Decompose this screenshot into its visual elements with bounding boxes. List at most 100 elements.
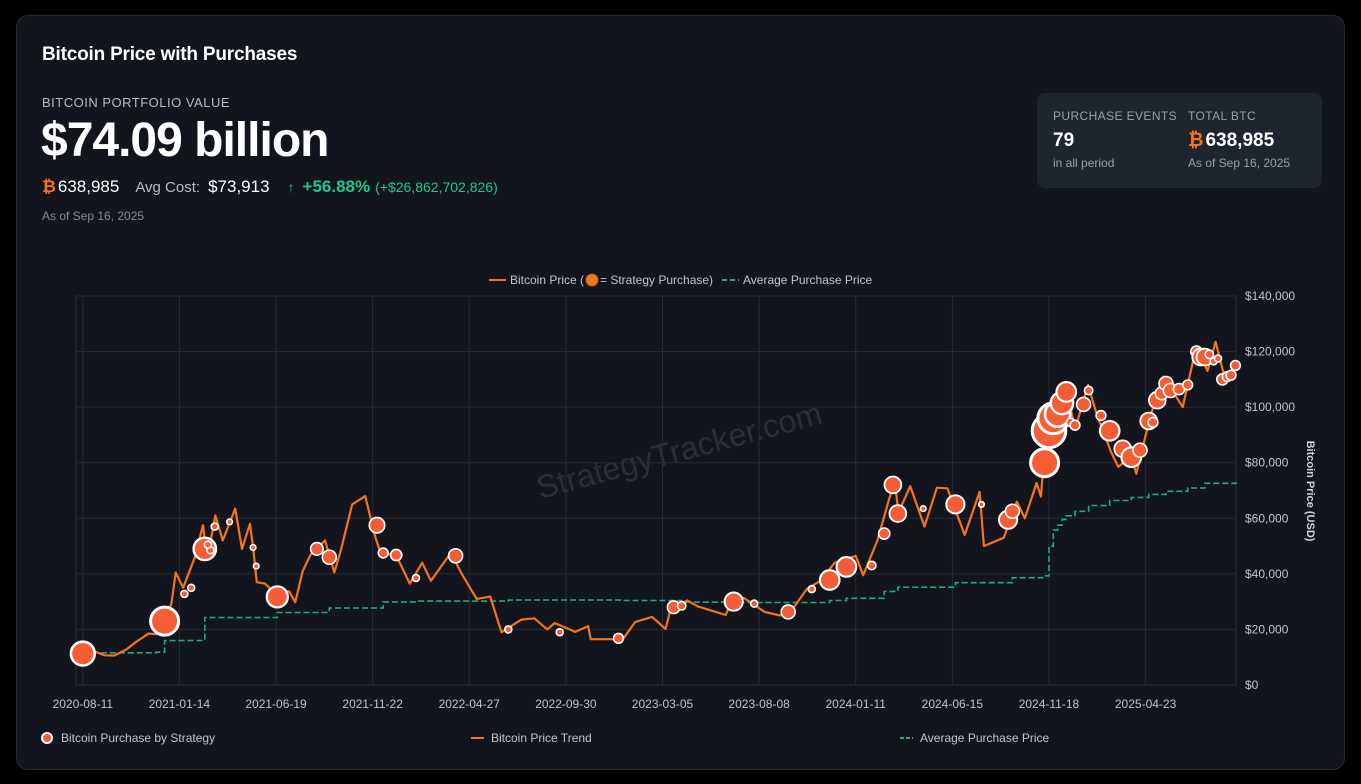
btc-holdings: 638,985 (57, 177, 120, 196)
x-tick-label: 2022-04-27 (439, 697, 501, 711)
purchase-marker[interactable] (1181, 379, 1194, 391)
legend-bottom: Bitcoin Purchase by Strategy Bitcoin Pri… (41, 731, 1050, 745)
x-tick-label: 2024-01-11 (825, 697, 886, 711)
arrow-up-icon: ↑ (287, 179, 295, 195)
purchase-marker[interactable] (723, 591, 744, 612)
purchase-marker[interactable] (883, 475, 903, 495)
portfolio-value-label: BITCOIN PORTFOLIO VALUE (42, 95, 230, 110)
purchase-marker[interactable] (749, 599, 759, 608)
legend-trend-label: Bitcoin Price Trend (491, 731, 592, 745)
x-tick-label: 2021-11-22 (342, 697, 403, 711)
purchase-marker[interactable] (180, 589, 189, 599)
stat-value: ₿ 638,985 (1188, 130, 1290, 152)
purchase-marker[interactable] (1225, 369, 1237, 381)
purchase-marker[interactable] (919, 505, 927, 513)
purchase-marker[interactable] (1098, 419, 1121, 442)
purchase-marker[interactable] (203, 540, 213, 550)
purchase-marker[interactable] (818, 569, 841, 591)
stat-value-text: 638,985 (1205, 130, 1275, 151)
purchase-marker[interactable] (1029, 447, 1061, 479)
purchase-marker[interactable] (1229, 359, 1242, 372)
x-tick-label: 2025-04-23 (1115, 697, 1177, 711)
purchase-marker[interactable] (1083, 385, 1094, 396)
purchase-marker[interactable] (977, 500, 986, 509)
purchase-marker[interactable] (1204, 349, 1215, 360)
purchase-marker[interactable] (612, 632, 625, 644)
purchase-marker[interactable] (1069, 419, 1081, 431)
purchase-marker[interactable] (411, 573, 421, 583)
purchase-marker[interactable] (1055, 381, 1078, 403)
purchase-marker[interactable] (1147, 416, 1159, 429)
stat-label: PURCHASE EVENTS (1053, 109, 1178, 123)
x-tick-label: 2024-11-18 (1019, 697, 1080, 711)
y-tick-label: $0 (1245, 678, 1259, 692)
purchase-marker[interactable] (149, 605, 181, 637)
purchase-marker[interactable] (1095, 409, 1107, 422)
avg-purchase-price-line (82, 479, 1237, 654)
purchase-marker[interactable] (1132, 442, 1148, 459)
purchase-marker[interactable] (186, 583, 196, 593)
legend-purchase-dot (585, 273, 599, 287)
purchase-marker[interactable] (835, 556, 858, 578)
plot-frame (75, 295, 1237, 686)
legend-avg-label: Average Purchase Price (743, 273, 873, 287)
y-tick-label: $120,000 (1245, 345, 1295, 359)
x-tick-label: 2023-03-05 (632, 697, 694, 711)
stat-sub: in all period (1053, 156, 1115, 170)
stat-value: 79 (1053, 130, 1075, 151)
bitcoin-icon: ₿ (1188, 130, 1204, 151)
purchase-marker[interactable] (447, 547, 464, 564)
legend-purchase-label: Bitcoin Purchase by Strategy (61, 731, 215, 745)
y-axis-title: Bitcoin Price (USD) (1304, 441, 1316, 542)
stat-label: TOTAL BTC (1188, 109, 1257, 123)
purchase-marker[interactable] (503, 625, 513, 634)
purchase-marker[interactable] (368, 516, 386, 534)
purchase-marker[interactable] (807, 584, 817, 594)
purchase-marker[interactable] (321, 549, 338, 566)
purchase-markers (69, 345, 1242, 667)
purchase-marker[interactable] (1213, 354, 1223, 363)
chart-grid (75, 295, 1237, 686)
purchase-marker[interactable] (945, 494, 966, 515)
purchase-marker[interactable] (69, 640, 96, 667)
stat-total-btc: TOTAL BTC ₿ 638,985 As of Sep 16, 2025 (1188, 109, 1290, 170)
purchase-marker[interactable] (877, 527, 891, 540)
x-tick-label: 2023-08-08 (728, 697, 790, 711)
purchase-marker[interactable] (1004, 503, 1021, 520)
purchase-marker[interactable] (309, 541, 325, 557)
y-tick-label: $80,000 (1245, 456, 1289, 470)
purchase-marker[interactable] (888, 504, 908, 523)
stat-purchase-events: PURCHASE EVENTS 79 in all period (1053, 109, 1177, 170)
x-axis: 2020-08-11 2021-01-14 2021-06-19 2021-11-22… (53, 697, 1177, 711)
purchase-marker[interactable] (377, 547, 389, 559)
as-of-date: As of Sep 16, 2025 (42, 209, 145, 223)
legend-purchase-marker (41, 732, 53, 744)
legend-price-label: Bitcoin Price ( (510, 273, 584, 287)
chart-card: Bitcoin Price with Purchases BITCOIN POR… (16, 15, 1345, 770)
legend-top: Bitcoin Price ( = Strategy Purchase) Ave… (489, 273, 873, 287)
x-tick-label: 2021-06-19 (245, 697, 307, 711)
purchase-marker[interactable] (265, 585, 289, 609)
purchase-marker[interactable] (210, 522, 219, 531)
purchase-marker[interactable] (249, 543, 257, 552)
y-axis: $0 $20,000 $40,000 $60,000 $80,000 $100,000 $1… (1245, 289, 1295, 692)
purchase-marker[interactable] (389, 548, 403, 562)
purchase-marker[interactable] (555, 627, 565, 637)
x-tick-label: 2024-06-15 (922, 697, 984, 711)
y-tick-label: $20,000 (1245, 622, 1289, 636)
y-tick-label: $140,000 (1245, 289, 1295, 303)
purchase-marker[interactable] (226, 518, 234, 526)
portfolio-value: $74.09 billion (41, 114, 329, 167)
change-amount: (+$26,862,702,826) (375, 179, 498, 195)
purchase-marker[interactable] (866, 560, 877, 571)
purchase-marker[interactable] (252, 562, 260, 570)
x-tick-label: 2020-08-11 (53, 697, 114, 711)
purchase-marker[interactable] (1075, 396, 1092, 413)
change-percent: +56.88% (302, 177, 371, 196)
x-tick-label: 2022-09-30 (535, 697, 597, 711)
purchase-marker[interactable] (780, 604, 797, 620)
y-tick-label: $60,000 (1245, 511, 1289, 525)
x-tick-label: 2021-01-14 (149, 697, 211, 711)
purchase-marker[interactable] (676, 600, 687, 611)
